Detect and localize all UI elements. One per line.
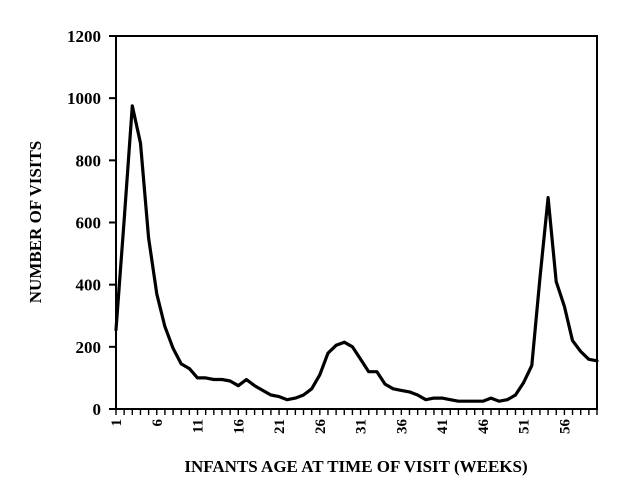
y-axis-title: NUMBER OF VISITS bbox=[26, 141, 45, 303]
series-line-visits bbox=[114, 104, 599, 403]
y-axis: 0 200 400 600 800 1000 1200 bbox=[67, 27, 116, 419]
y-tick-label: 400 bbox=[76, 276, 102, 295]
y-tick-label: 600 bbox=[76, 214, 102, 233]
x-tick-label: 26 bbox=[313, 419, 329, 435]
y-tick-label: 200 bbox=[76, 338, 102, 357]
y-tick-label: 1200 bbox=[67, 27, 101, 46]
x-tick-label: 51 bbox=[517, 419, 533, 434]
x-axis-title: INFANTS AGE AT TIME OF VISIT (WEEKS) bbox=[184, 457, 527, 476]
x-tick-label: 31 bbox=[354, 419, 370, 434]
y-tick-label: 800 bbox=[76, 151, 102, 170]
x-tick-label: 21 bbox=[272, 419, 288, 434]
x-tick-label: 41 bbox=[435, 419, 451, 434]
x-tick-label: 36 bbox=[394, 419, 410, 435]
x-tick-label: 11 bbox=[191, 419, 207, 433]
x-tick-label: 56 bbox=[557, 419, 573, 435]
x-tick-label: 6 bbox=[150, 419, 166, 427]
x-axis: 1 6 11 16 21 26 31 36 41 46 51 56 bbox=[109, 409, 598, 435]
x-tick-label: 1 bbox=[109, 419, 125, 427]
y-tick-label: 0 bbox=[93, 400, 102, 419]
x-tick-label: 46 bbox=[476, 419, 492, 435]
y-tick-label: 1000 bbox=[67, 89, 101, 108]
x-tick-label: 16 bbox=[231, 419, 247, 435]
